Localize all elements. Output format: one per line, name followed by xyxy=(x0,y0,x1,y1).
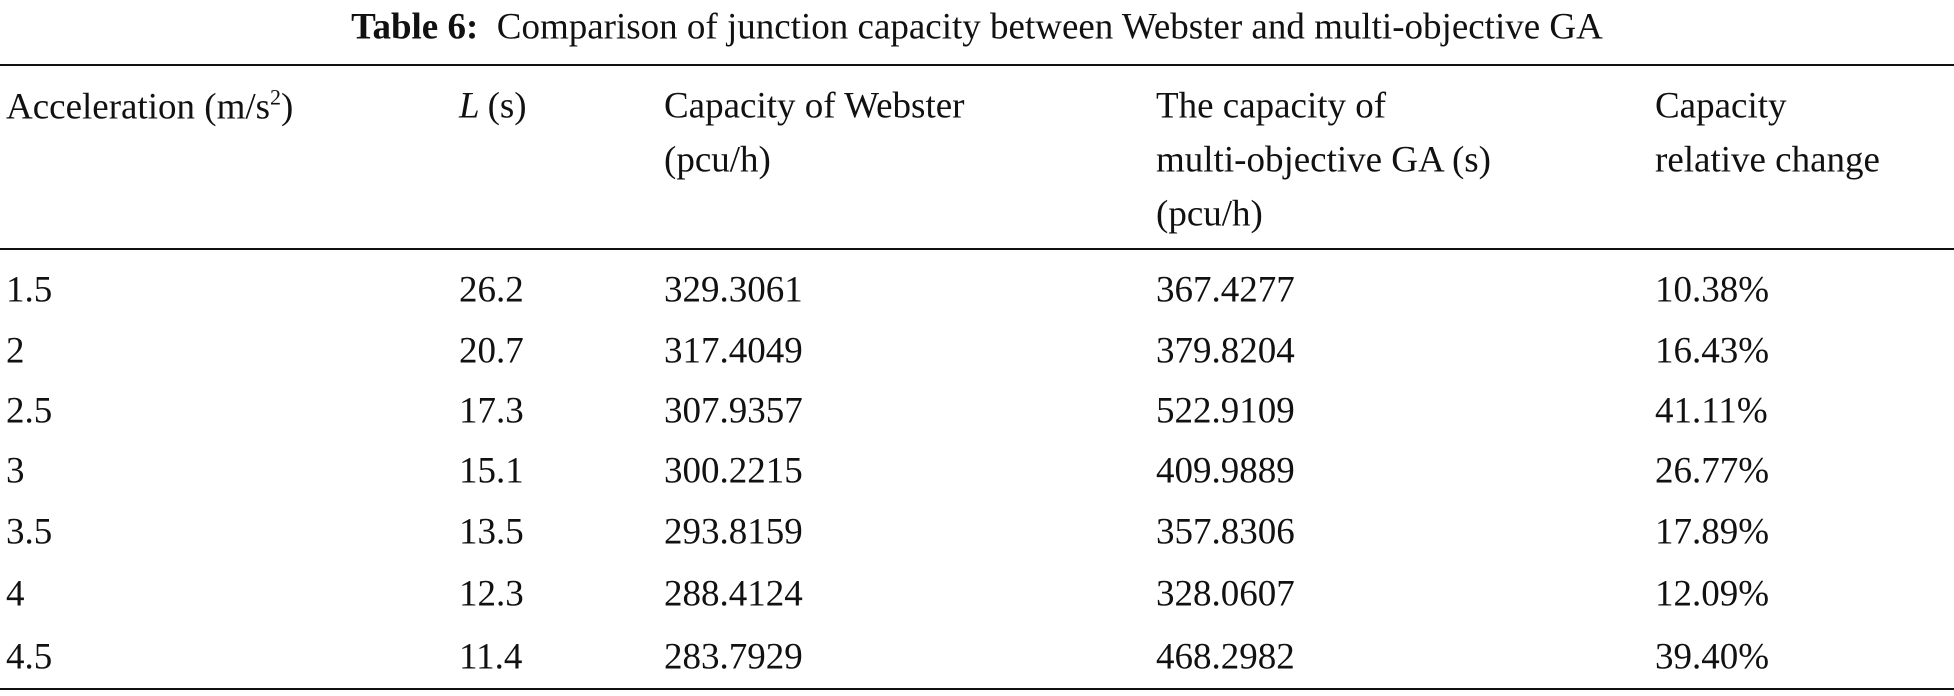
table-cell: 41.11% xyxy=(1655,390,1768,432)
table-cell: 2.5 xyxy=(6,390,53,432)
table-cell: 3 xyxy=(6,450,25,492)
table-cell: 328.0607 xyxy=(1156,573,1295,615)
table-caption: Table 6: Comparison of junction capacity… xyxy=(351,9,1603,46)
header-rule xyxy=(0,248,1954,250)
table-cell: 468.2982 xyxy=(1156,636,1295,678)
table-cell: 367.4277 xyxy=(1156,269,1295,311)
table-cell: 12.3 xyxy=(459,573,524,615)
header-text: The capacity of xyxy=(1156,85,1387,127)
header-text: ) xyxy=(281,86,294,128)
header-text: Capacity of Webster xyxy=(664,85,965,127)
table-cell: 317.4049 xyxy=(664,330,803,372)
caption-label: Table 6: xyxy=(351,6,479,48)
header-text: 2 xyxy=(270,84,282,110)
table-cell: 26.77% xyxy=(1655,450,1770,492)
table-cell: 15.1 xyxy=(459,450,524,492)
table-cell: 11.4 xyxy=(459,636,523,678)
table-cell: 379.8204 xyxy=(1156,330,1295,372)
header-line: L (s) xyxy=(459,88,527,125)
header-line: (pcu/h) xyxy=(664,142,771,179)
header-text: relative change xyxy=(1655,139,1880,181)
table-cell: 293.8159 xyxy=(664,511,803,553)
table-cell: 300.2215 xyxy=(664,450,803,492)
header-text: Acceleration (m/s xyxy=(6,86,271,128)
table-cell: 357.8306 xyxy=(1156,511,1295,553)
table-cell: 522.9109 xyxy=(1156,390,1295,432)
top-rule xyxy=(0,64,1954,66)
table-cell: 288.4124 xyxy=(664,573,803,615)
header-line: Capacity of Webster xyxy=(664,88,964,125)
table-cell: 409.9889 xyxy=(1156,450,1295,492)
table-cell: 283.7929 xyxy=(664,636,803,678)
header-text: multi-objective GA (s) xyxy=(1156,139,1491,181)
table-cell: 17.3 xyxy=(459,390,524,432)
table-cell: 10.38% xyxy=(1655,269,1770,311)
header-line: Acceleration (m/s2) xyxy=(6,84,294,128)
header-line: Capacity xyxy=(1655,88,1787,125)
caption-text: Comparison of junction capacity between … xyxy=(496,6,1603,48)
header-line: multi-objective GA (s) xyxy=(1156,142,1491,179)
table-cell: 12.09% xyxy=(1655,573,1770,615)
table-cell: 4 xyxy=(6,573,25,615)
table-cell: 17.89% xyxy=(1655,511,1770,553)
table-cell: 1.5 xyxy=(6,269,53,311)
table-cell: 16.43% xyxy=(1655,330,1770,372)
bottom-rule xyxy=(0,688,1954,690)
header-text: L xyxy=(459,85,480,127)
table-cell: 39.40% xyxy=(1655,636,1770,678)
header-text: (pcu/h) xyxy=(664,139,771,181)
header-text: Capacity xyxy=(1655,85,1787,127)
header-line: (pcu/h) xyxy=(1156,196,1263,233)
header-text: (s) xyxy=(487,85,527,127)
table-cell: 13.5 xyxy=(459,511,524,553)
table-cell: 20.7 xyxy=(459,330,524,372)
table-cell: 3.5 xyxy=(6,511,53,553)
header-text: (pcu/h) xyxy=(1156,193,1263,235)
header-line: relative change xyxy=(1655,142,1880,179)
table-cell: 329.3061 xyxy=(664,269,803,311)
header-line: The capacity of xyxy=(1156,88,1386,125)
table-cell: 2 xyxy=(6,330,25,372)
table-cell: 26.2 xyxy=(459,269,524,311)
table-cell: 4.5 xyxy=(6,636,53,678)
table-cell: 307.9357 xyxy=(664,390,803,432)
